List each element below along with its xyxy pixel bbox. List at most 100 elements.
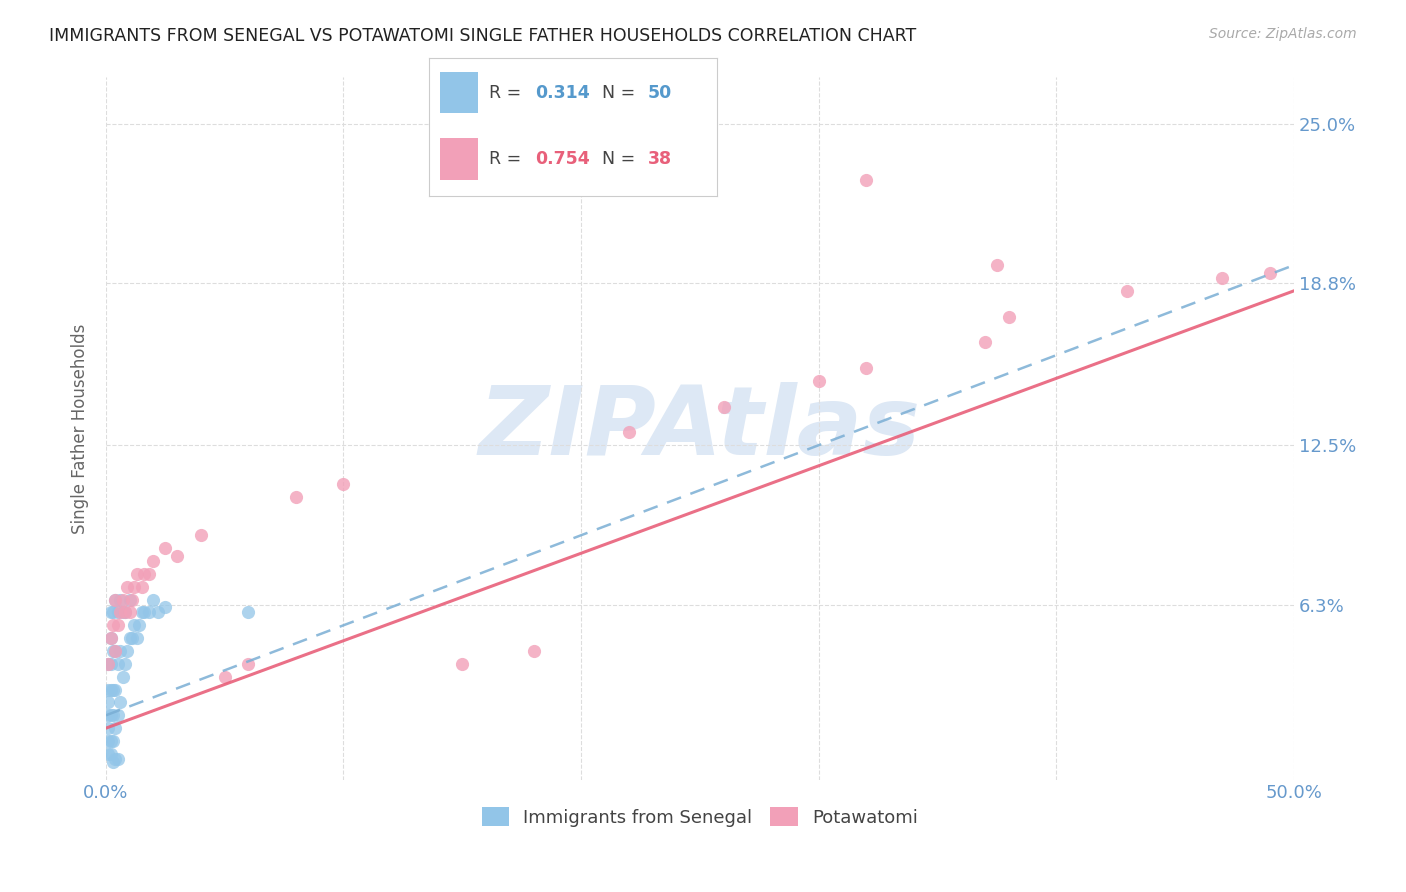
Point [104,644,127,658]
Point [111,592,134,607]
Point [332,476,354,491]
Point [125,631,148,645]
Point [100,747,122,761]
Point [108,592,131,607]
Point [114,657,136,671]
Point [97,708,120,723]
Point [107,606,129,620]
Point [114,606,136,620]
Point [986,258,1008,272]
Point [1116,284,1139,298]
Point [238,606,260,620]
Point [131,606,153,620]
Point [138,606,160,620]
Point [855,173,877,187]
Point [97,747,120,761]
Point [132,606,155,620]
Point [97,657,120,671]
Point [284,490,307,504]
Point [100,657,122,671]
Point [104,592,127,607]
Text: 38: 38 [648,150,672,168]
Point [1211,271,1233,285]
Point [166,549,188,563]
Text: N =: N = [602,84,641,102]
Point [155,600,177,615]
Point [108,606,131,620]
Point [121,592,143,607]
Point [101,682,124,697]
Point [155,541,177,555]
Point [713,400,735,414]
Point [104,721,127,735]
Text: IMMIGRANTS FROM SENEGAL VS POTAWATOMI SINGLE FATHER HOUSEHOLDS CORRELATION CHART: IMMIGRANTS FROM SENEGAL VS POTAWATOMI SI… [49,27,917,45]
Point [101,755,124,769]
Point [138,566,160,581]
Point [107,708,129,723]
Point [522,644,544,658]
Point [107,752,129,766]
Point [121,631,143,645]
Text: 0.314: 0.314 [536,84,591,102]
Point [97,682,120,697]
Point [100,734,122,748]
Point [146,606,169,620]
Text: 0.754: 0.754 [536,150,591,168]
Point [101,644,124,658]
Point [973,335,995,350]
Point [142,554,165,568]
Point [131,580,153,594]
Point [451,657,474,671]
Point [118,606,141,620]
Point [117,644,139,658]
FancyBboxPatch shape [440,138,478,179]
Point [108,644,131,658]
Point [100,708,122,723]
Point [118,631,141,645]
Point [124,580,146,594]
Point [111,670,134,684]
Point [617,425,640,440]
Point [100,606,122,620]
Point [807,374,830,388]
Point [101,618,124,632]
FancyBboxPatch shape [440,71,478,113]
Point [101,606,124,620]
Point [97,734,120,748]
Point [104,592,127,607]
Point [97,696,120,710]
Point [125,566,148,581]
Point [1258,266,1281,280]
Point [118,592,141,607]
Point [104,752,127,766]
Text: Source: ZipAtlas.com: Source: ZipAtlas.com [1209,27,1357,41]
Point [142,592,165,607]
Point [117,580,139,594]
Point [104,644,127,658]
Y-axis label: Single Father Households: Single Father Households [72,323,89,533]
Point [238,657,260,671]
Point [855,361,877,376]
Legend: Immigrants from Senegal, Potawatomi: Immigrants from Senegal, Potawatomi [475,800,925,834]
Point [132,566,155,581]
Point [100,631,122,645]
Point [124,618,146,632]
Point [97,721,120,735]
Text: N =: N = [602,150,641,168]
Point [108,696,131,710]
Text: R =: R = [489,84,527,102]
Text: R =: R = [489,150,527,168]
Point [107,657,129,671]
Text: ZIPAtlas: ZIPAtlas [478,382,921,475]
Point [100,631,122,645]
Point [128,618,150,632]
Point [190,528,212,542]
Text: 50: 50 [648,84,672,102]
Point [111,606,134,620]
Point [100,682,122,697]
Point [101,708,124,723]
Point [997,310,1019,324]
Point [214,670,236,684]
Point [114,606,136,620]
Point [97,657,120,671]
